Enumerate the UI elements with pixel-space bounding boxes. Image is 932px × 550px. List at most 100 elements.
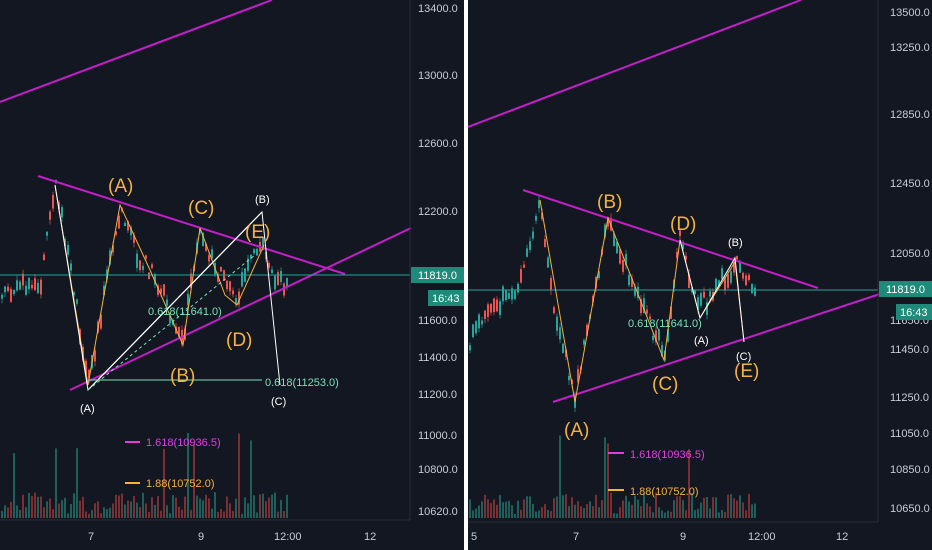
candle <box>514 290 516 300</box>
x-axis[interactable]: 7 9 12:00 12 <box>88 531 376 543</box>
candle <box>217 273 219 282</box>
wave-orange-path[interactable] <box>539 199 745 403</box>
y-axis[interactable]: 13400.013000.012600.012200.011800.011600… <box>418 3 458 518</box>
chart-canvas-left[interactable]: (A) (B) (C) (D) (E) (A) (B) (C) 0.618(11… <box>0 0 464 550</box>
volume-bar <box>520 509 522 518</box>
volume-bar <box>538 510 540 518</box>
wave-white-path[interactable] <box>54 184 281 392</box>
volume-bar <box>85 511 87 518</box>
candle <box>535 216 537 221</box>
volume-bar <box>19 509 21 518</box>
candle <box>127 221 129 231</box>
volume-bar <box>529 496 531 518</box>
candle <box>562 343 564 353</box>
candle <box>151 264 153 268</box>
candle <box>577 369 579 382</box>
volume-bar <box>232 510 234 518</box>
volume-bar <box>235 498 237 518</box>
volume-bar <box>517 500 519 518</box>
volume-bar <box>748 493 750 518</box>
volume-bar <box>502 502 504 518</box>
volume-bar <box>241 513 243 518</box>
candle <box>748 274 750 280</box>
y-axis-label: 11250.0 <box>890 392 929 404</box>
volume-bar <box>622 500 624 518</box>
candle <box>679 230 681 236</box>
candle <box>1 294 3 299</box>
volume-bar <box>745 510 747 518</box>
volume-bar <box>271 494 273 518</box>
candle <box>553 307 555 314</box>
candle <box>166 299 168 306</box>
volume-bar <box>697 508 699 518</box>
candle <box>697 297 699 310</box>
candle <box>28 277 30 290</box>
candle <box>685 255 687 260</box>
chart-panel-right[interactable]: (A) (B) (C) (D) (E) (A) (B) (C) 0.618(11… <box>468 0 932 550</box>
triangle-bottom-line[interactable] <box>552 292 884 403</box>
volume-bar <box>688 449 690 518</box>
volume-bar <box>217 511 219 518</box>
candle <box>7 286 9 292</box>
triangle-top-line[interactable] <box>522 189 819 289</box>
y-axis-label: 12050.0 <box>890 248 930 260</box>
candle <box>226 280 228 290</box>
candle <box>25 285 27 295</box>
triangle-bottom-line[interactable] <box>69 227 412 391</box>
candle <box>565 349 567 357</box>
wave-label-a-small: (A) <box>80 403 95 415</box>
candle <box>568 375 570 381</box>
candle <box>481 320 483 325</box>
volume-bar <box>544 504 546 518</box>
candle <box>229 281 231 292</box>
volume-bar <box>577 501 579 518</box>
volume-bar <box>700 502 702 518</box>
chart-panel-left[interactable]: (A) (B) (C) (D) (E) (A) (B) (C) 0.618(11… <box>0 0 464 550</box>
x-axis-label: 7 <box>88 531 94 543</box>
volume-bar <box>754 503 756 518</box>
volume-bar <box>739 495 741 518</box>
volume-bar <box>136 502 138 518</box>
x-axis-label: 12:00 <box>274 531 302 543</box>
volume-group <box>1 432 288 518</box>
chart-canvas-right[interactable]: (A) (B) (C) (D) (E) (A) (B) (C) 0.618(11… <box>468 0 932 550</box>
volume-bar <box>58 503 60 518</box>
panel-divider[interactable] <box>464 0 468 550</box>
candle <box>145 255 147 259</box>
candle <box>682 241 684 250</box>
volume-bar <box>589 501 591 518</box>
upper-channel-line[interactable] <box>468 0 802 128</box>
volume-bar <box>601 500 603 518</box>
fib-1618-label: 1.618(10936.5) <box>146 437 221 449</box>
volume-bar <box>553 498 555 518</box>
volume-bar <box>568 506 570 518</box>
y-axis[interactable]: 13500.013250.012850.012450.012050.011650… <box>890 7 930 515</box>
time-tag-text: 16:43 <box>432 293 460 305</box>
x-axis[interactable]: 5 7 9 12:00 12 <box>471 531 848 543</box>
triangle-top-line[interactable] <box>37 175 346 275</box>
volume-bar <box>499 494 501 518</box>
volume-bar <box>703 497 705 518</box>
wave-orange-path[interactable] <box>54 184 265 386</box>
candle <box>703 291 705 298</box>
candle <box>100 314 102 329</box>
candle <box>490 303 492 313</box>
volume-bar <box>580 506 582 518</box>
candle <box>493 298 495 313</box>
candle <box>139 260 141 271</box>
volume-bar <box>664 512 666 518</box>
upper-channel-line[interactable] <box>0 0 273 103</box>
candle <box>136 253 138 268</box>
wave-white-path[interactable] <box>679 239 745 343</box>
time-tag-text: 16:43 <box>900 307 928 319</box>
candle <box>631 278 633 287</box>
volume-bar <box>733 498 735 518</box>
volume-bar <box>652 512 654 518</box>
x-axis-label: 12 <box>836 531 848 543</box>
volume-bar <box>244 497 246 518</box>
wave-label-a-small: (A) <box>694 335 709 347</box>
volume-bar <box>79 500 81 518</box>
volume-bar <box>736 500 738 518</box>
candle <box>505 289 507 300</box>
candle <box>148 272 150 280</box>
